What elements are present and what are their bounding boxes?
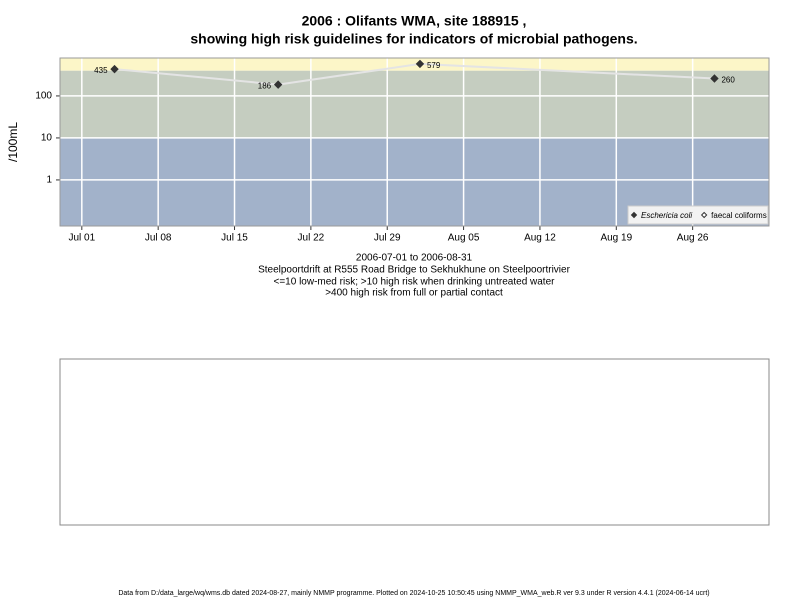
subtitle: <=10 low-med risk; >10 high risk when dr…	[274, 277, 556, 288]
x-tick-label: Jul 22	[298, 233, 325, 244]
footer: Data from D:/data_large/wq/wms.db dated …	[118, 590, 709, 597]
x-tick-label: Jul 29	[374, 233, 401, 244]
empty-panel	[59, 358, 770, 526]
x-tick-label: Jul 15	[221, 233, 248, 244]
subtitle: 2006-07-01 to 2006-08-31	[356, 253, 473, 264]
data-point	[415, 59, 425, 69]
subtitle: >400 high risk from full or partial cont…	[325, 288, 503, 299]
y-tick-label: 10	[41, 133, 53, 144]
data-label: 579	[427, 61, 441, 70]
legend-box	[627, 205, 769, 225]
x-tick-label: Aug 19	[600, 233, 632, 244]
legend-label: faecal coliforms	[711, 211, 767, 220]
x-tick-label: Jul 08	[145, 233, 172, 244]
data-label: 260	[721, 76, 735, 85]
subtitle: Steelpoortdrift at R555 Road Bridge to S…	[258, 265, 571, 276]
legend-marker	[700, 211, 708, 219]
chart-title: 2006 : Olifants WMA, site 188915 ,	[302, 13, 527, 29]
x-tick-label: Aug 26	[677, 233, 709, 244]
x-tick-label: Aug 05	[448, 233, 480, 244]
x-tick-label: Aug 12	[524, 233, 556, 244]
y-tick-label: 100	[35, 91, 52, 102]
series-line	[114, 62, 715, 86]
data-label: 435	[94, 66, 108, 75]
data-point	[710, 74, 719, 83]
plot-frame	[59, 57, 770, 227]
data-point	[110, 64, 119, 74]
y-tick-label: 1	[46, 175, 52, 186]
chart-title: showing high risk guidelines for indicat…	[190, 31, 637, 47]
data-label: 186	[258, 82, 272, 91]
data-point	[273, 80, 283, 89]
legend-marker	[630, 211, 638, 219]
y-axis-label: /100mL	[6, 122, 20, 162]
risk-band	[60, 70, 769, 138]
x-tick-label: Jul 01	[68, 233, 95, 244]
legend-label: Eschericia coli	[641, 211, 692, 220]
